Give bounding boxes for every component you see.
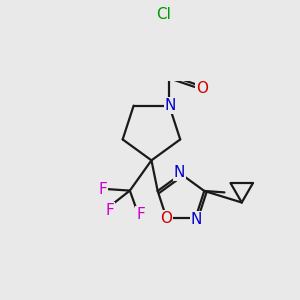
- Text: F: F: [98, 182, 107, 197]
- Text: N: N: [174, 165, 185, 180]
- Text: O: O: [160, 211, 172, 226]
- Text: F: F: [105, 202, 114, 217]
- Text: Cl: Cl: [156, 7, 171, 22]
- Text: O: O: [196, 81, 208, 96]
- Text: N: N: [165, 98, 176, 113]
- Text: F: F: [136, 207, 145, 222]
- Text: N: N: [190, 212, 202, 226]
